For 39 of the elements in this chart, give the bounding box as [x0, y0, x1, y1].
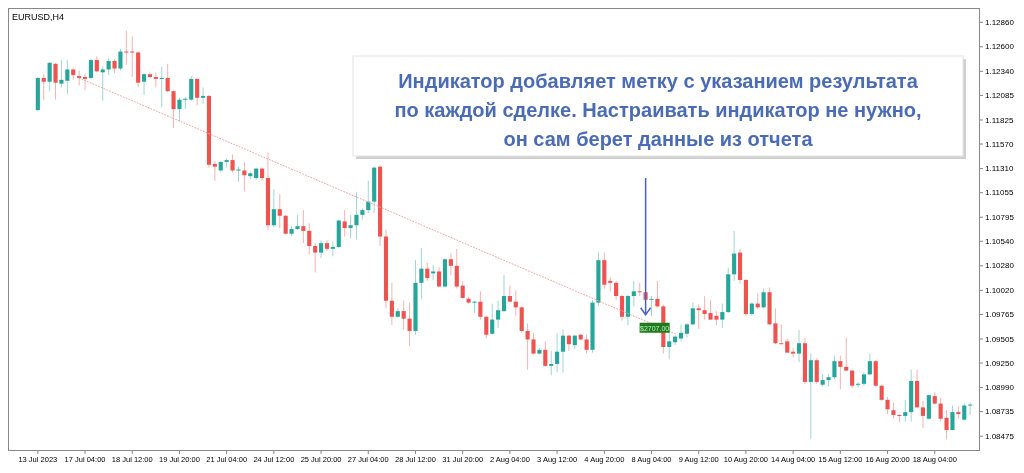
y-tick-label: 1.09505 — [985, 334, 1015, 344]
y-tick-label: 1.08735 — [985, 407, 1015, 417]
candlestick — [507, 285, 512, 304]
y-tick-label: 1.09250 — [985, 358, 1015, 368]
y-tick-label: 1.10795 — [985, 212, 1015, 222]
candlestick — [678, 323, 684, 342]
candlestick — [324, 239, 330, 252]
y-tick-label: 1.12340 — [985, 66, 1015, 76]
y-tick-label: 1.08475 — [985, 431, 1015, 441]
y-tick-label: 1.12600 — [985, 42, 1015, 52]
candlestick — [855, 381, 861, 389]
candlestick — [956, 405, 961, 420]
y-tick-label: 1.11825 — [985, 115, 1014, 125]
annotation: Индикатор добавляет метку с указанием результата по каждой сделке. Настраивать индикатор не нужно, он сам берет данные из отчета — [394, 70, 922, 150]
candlestick — [236, 166, 241, 183]
y-tick-label: 1.12085 — [985, 90, 1015, 100]
candlestick — [926, 394, 931, 421]
candlestick — [791, 347, 796, 358]
y-tick-label: 1.08990 — [985, 383, 1015, 393]
candlestick — [637, 282, 642, 297]
candlestick — [897, 413, 902, 424]
candlestick — [200, 86, 206, 104]
chart-title: EURUSD,H4 — [12, 12, 65, 22]
candlestick — [153, 71, 158, 88]
y-tick-label: 1.11570 — [985, 139, 1014, 149]
y-tick-label: 1.11055 — [985, 188, 1014, 198]
candlestick — [330, 240, 335, 257]
candlestick — [147, 71, 153, 79]
y-tick-label: 1.09765 — [985, 309, 1015, 319]
candlestick — [472, 300, 477, 314]
candlestick — [968, 402, 973, 416]
candlestick — [183, 96, 188, 110]
candlestick — [566, 334, 571, 352]
y-tick-label: 1.10540 — [985, 236, 1015, 246]
candlestick — [82, 72, 88, 91]
y-tick-label: 1.12860 — [985, 17, 1015, 27]
y-tick-label: 1.10020 — [985, 285, 1015, 295]
y-tick-label: 1.11310 — [985, 164, 1014, 174]
y-tick-label: 1.10280 — [985, 261, 1015, 271]
